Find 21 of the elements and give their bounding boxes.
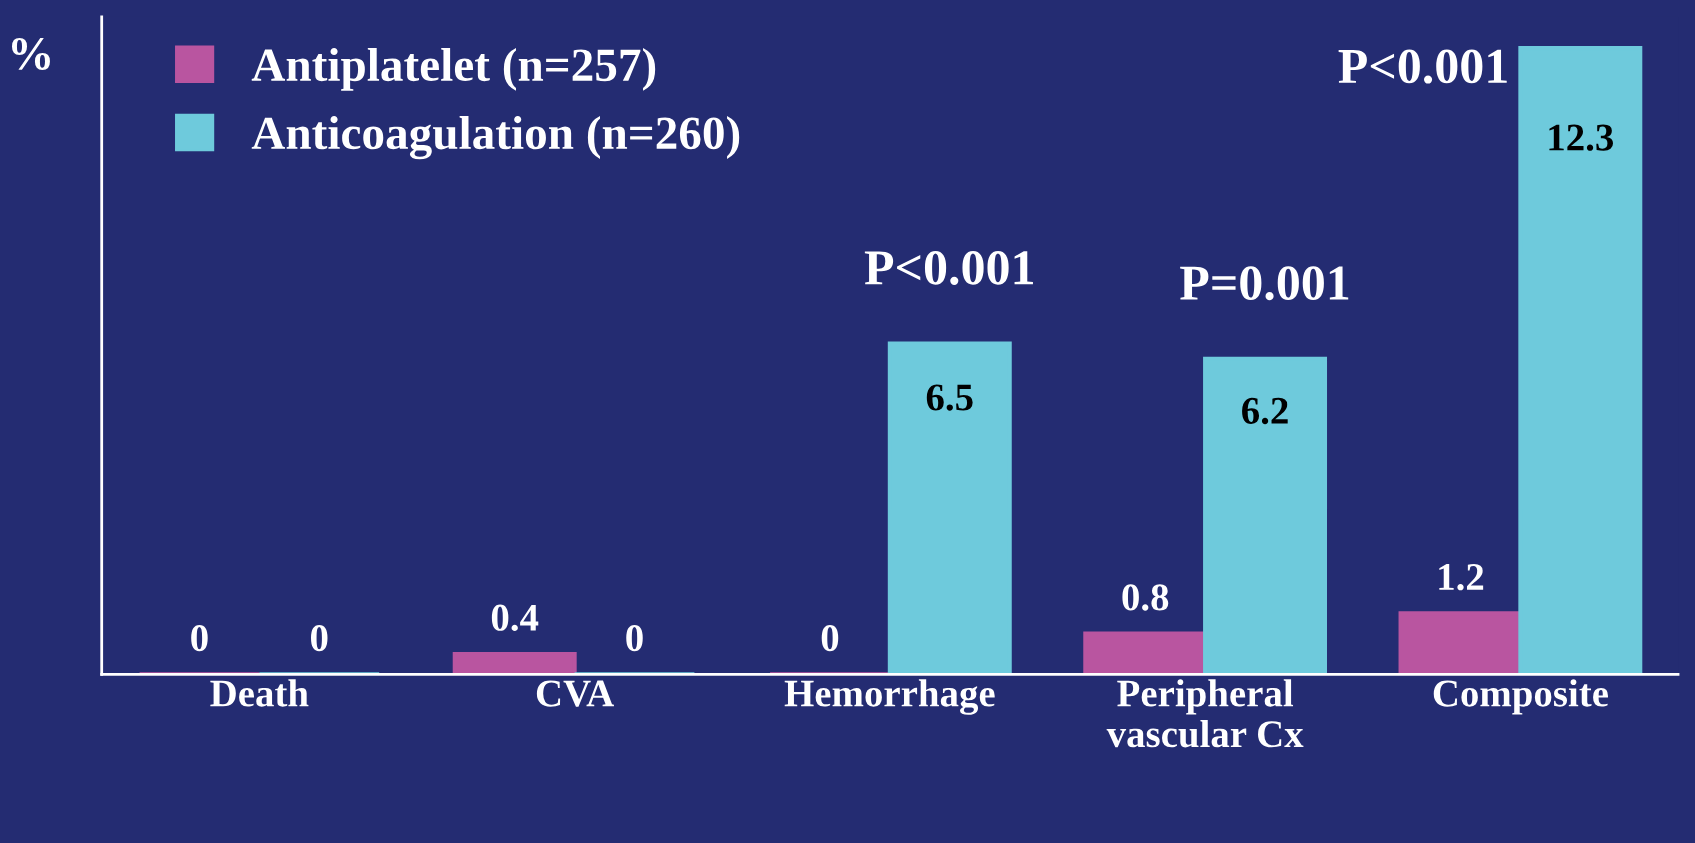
- data-label: 0: [821, 624, 839, 652]
- y-axis-title: %: [11, 37, 50, 70]
- x-tick-label: Death: [210, 679, 309, 707]
- legend-label: Anticoagulation (n=260): [251, 116, 740, 160]
- x-tick-label: Composite: [1433, 679, 1608, 715]
- x-tick-label: CVA: [536, 680, 614, 707]
- data-label: 6.2: [1242, 397, 1288, 425]
- data-label: 12.3: [1549, 124, 1614, 151]
- annotation: P<0.001: [864, 250, 1033, 285]
- data-label: 0: [626, 624, 643, 652]
- data-label: 6.5: [926, 384, 973, 411]
- data-label: 0.4: [491, 604, 539, 632]
- annotation: P<0.001: [1338, 49, 1507, 84]
- x-tick-label: Peripheral vascular Cx: [1106, 679, 1304, 748]
- x-tick-label: Hemorrhage: [784, 679, 995, 715]
- annotation: P=0.001: [1180, 266, 1349, 301]
- data-label: 0: [311, 624, 328, 652]
- data-label: 0.8: [1122, 584, 1169, 611]
- data-label: 0: [191, 624, 208, 652]
- data-label: 1.2: [1439, 564, 1484, 591]
- legend-label: Antiplatelet (n=257): [251, 47, 656, 91]
